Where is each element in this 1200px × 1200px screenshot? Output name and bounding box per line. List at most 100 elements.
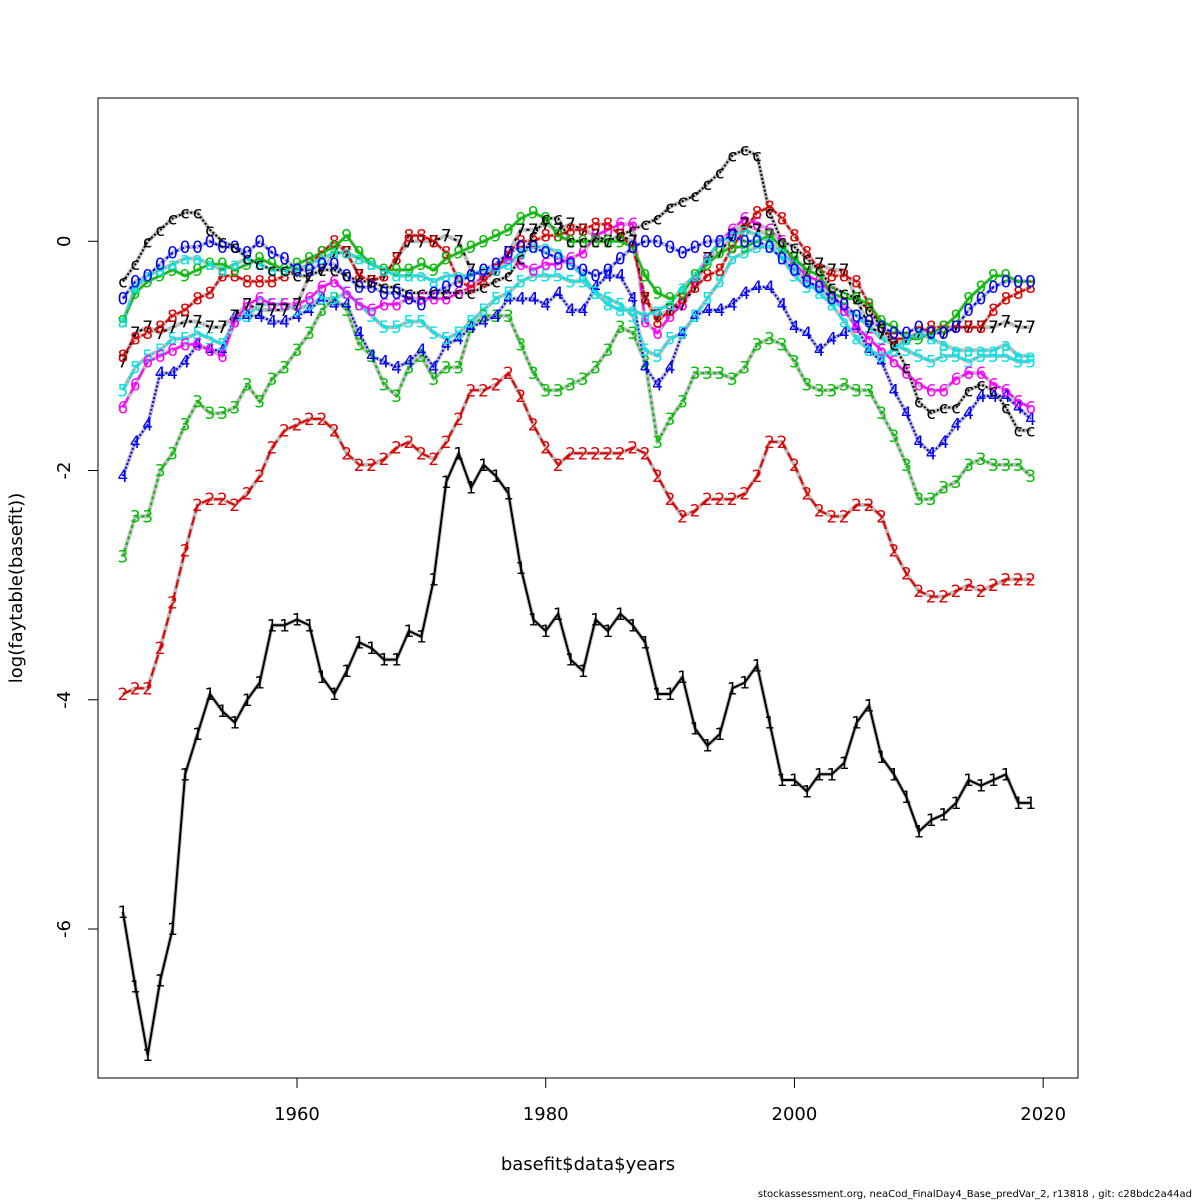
point-0-1961: 0 [304,261,315,281]
point-7-2001: 7 [801,261,812,281]
point-8-1989: 8 [652,313,663,333]
point-7-1986: 7 [615,227,626,247]
point-4-1976: 4 [491,307,502,327]
point-5-1967: 5 [379,318,390,338]
point-5-2013: 5 [951,347,962,367]
point-4-1987: 4 [627,290,638,310]
point-9-2015: 9 [976,278,987,298]
point-8-2002: 8 [814,261,825,281]
point-6-1955: 6 [229,313,240,333]
point-5-2009: 5 [901,341,912,361]
point-8-2013: 8 [951,318,962,338]
point-3-1959: 3 [279,358,290,378]
point-c-1959: c [280,261,289,281]
point-1-1993: 1 [702,737,713,757]
point-2-1996: 2 [739,484,750,504]
point-3-2004: 3 [839,376,850,396]
point-2-2002: 2 [814,502,825,522]
point-2-1955: 2 [229,496,240,516]
point-3-2002: 3 [814,381,825,401]
point-c-1951: c [180,204,189,224]
point-0-1986: 0 [615,250,626,270]
point-5-1947: 5 [130,358,141,378]
point-7-1956: 7 [242,295,253,315]
point-9-2013: 9 [951,307,962,327]
point-9-1959: 9 [279,261,290,281]
point-2-1983: 2 [578,444,589,464]
point-8-2005: 8 [851,272,862,292]
point-2-1966: 2 [366,456,377,476]
point-a-1952: a [192,250,202,270]
point-9-1990: 9 [665,290,676,310]
point-3-1990: 3 [665,410,676,430]
point-c-1962: c [317,261,326,281]
point-6-1963: 6 [329,272,340,292]
point-7-1967: 7 [379,267,390,287]
point-1-1978: 1 [515,559,526,579]
point-2-2019: 2 [1025,570,1036,590]
point-8-2016: 8 [988,301,999,321]
point-7-1969: 7 [403,232,414,252]
point-4-2009: 4 [901,404,912,424]
point-3-2007: 3 [876,404,887,424]
point-4-1946: 4 [117,467,128,487]
point-6-1946: 6 [117,399,128,419]
point-7-2006: 7 [864,318,875,338]
point-3-1994: 3 [714,364,725,384]
point-2-1979: 2 [528,416,539,436]
point-0-2007: 0 [876,318,887,338]
point-a-2003: a [827,295,837,315]
point-1-2013: 1 [951,794,962,814]
point-a-2008: a [889,341,899,361]
point-4-1951: 4 [180,353,191,373]
point-c-1948: c [143,232,152,252]
point-c-1949: c [156,221,165,241]
point-5-1995: 5 [727,250,738,270]
point-9-1966: 9 [366,255,377,275]
fit-line-2 [122,371,1031,696]
point-c-1989: c [653,209,662,229]
point-8-1959: 8 [279,267,290,287]
point-3-2017: 3 [1000,456,1011,476]
point-8-1960: 8 [292,261,303,281]
point-6-2013: 6 [951,370,962,390]
point-a-1990: a [665,295,675,315]
point-3-2008: 3 [888,427,899,447]
point-2-2010: 2 [913,582,924,602]
point-3-2005: 3 [851,381,862,401]
point-0-2011: 0 [926,324,937,344]
point-c-1964: c [342,267,351,287]
point-2-1998: 2 [764,433,775,453]
point-4-1952: 4 [192,335,203,355]
point-4-1964: 4 [341,295,352,315]
point-8-1988: 8 [640,290,651,310]
point-0-1957: 0 [254,232,265,252]
point-8-1981: 8 [553,227,564,247]
point-c-1985: c [603,232,612,252]
point-1-1956: 1 [242,691,253,711]
point-a-2014: a [963,341,973,361]
point-4-2001: 4 [801,324,812,344]
point-c-1972: c [442,284,451,304]
point-6-2016: 6 [988,376,999,396]
series-line-5 [122,246,1031,391]
point-6-1957: 6 [254,290,265,310]
point-a-1972: a [441,267,451,287]
point-2-1993: 2 [702,490,713,510]
point-9-1965: 9 [354,244,365,264]
point-2-1977: 2 [503,364,514,384]
point-7-1998: 7 [764,227,775,247]
point-9-2007: 9 [876,313,887,333]
point-0-2013: 0 [951,318,962,338]
point-c-1994: c [715,164,724,184]
point-5-2001: 5 [801,278,812,298]
point-8-2018: 8 [1013,284,1024,304]
point-a-2007: a [876,347,886,367]
point-6-2018: 6 [1013,393,1024,413]
point-6-2010: 6 [913,376,924,396]
point-c-1978: c [516,250,525,270]
point-8-1987: 8 [627,238,638,258]
point-4-1989: 4 [652,376,663,396]
